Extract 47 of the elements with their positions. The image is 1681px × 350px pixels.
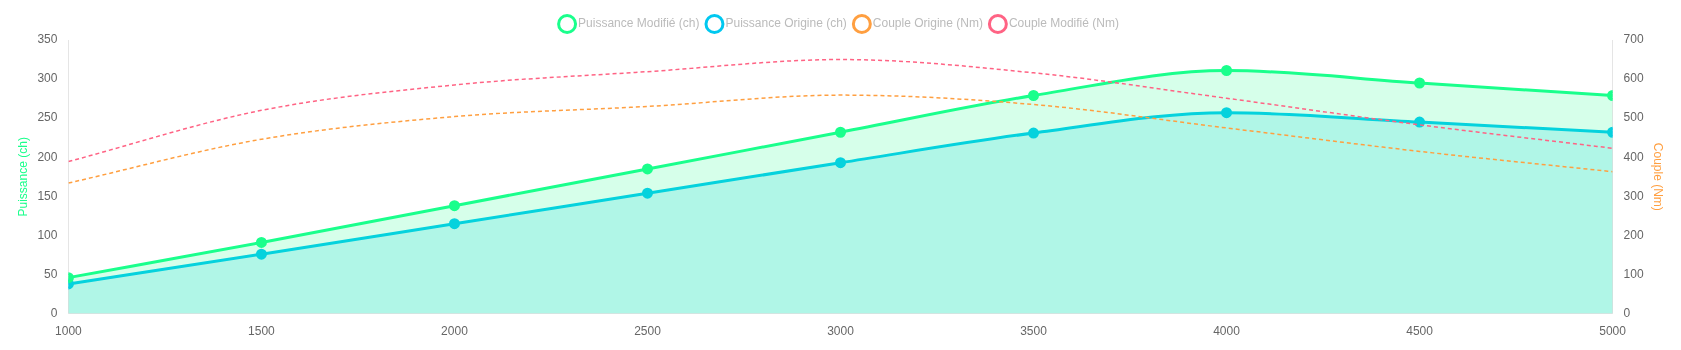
point <box>1414 77 1426 89</box>
y2-tick-label: 500 <box>1623 110 1644 125</box>
y-axis-title: Puissance (ch) <box>15 137 30 217</box>
legend-label: Couple Modifié (Nm) <box>1008 16 1119 31</box>
y-tick-label: 350 <box>37 32 58 47</box>
point <box>1221 107 1233 119</box>
point <box>835 126 846 138</box>
y-tick-label: 50 <box>44 266 58 281</box>
y-tick-label: 0 <box>50 305 58 320</box>
point <box>448 218 460 230</box>
line-series <box>68 58 1613 163</box>
y2-tick-label: 400 <box>1623 149 1644 164</box>
point <box>641 163 653 175</box>
point <box>641 187 653 199</box>
point <box>1414 116 1426 128</box>
line-series <box>68 94 1613 184</box>
point <box>255 236 267 248</box>
y2-tick-label: 600 <box>1623 71 1644 86</box>
point <box>448 200 460 212</box>
x-tick-label: 1000 <box>55 324 83 339</box>
y-tick-label: 300 <box>37 71 58 86</box>
x-tick-label: 2500 <box>634 324 662 339</box>
x-tick-label: 5000 <box>1599 324 1627 339</box>
x-tick-label: 4500 <box>1406 324 1434 339</box>
y2-tick-label: 300 <box>1623 188 1644 203</box>
y2-tick-label: 100 <box>1623 266 1644 281</box>
point <box>1028 90 1040 101</box>
legend-label: Puissance Origine (ch) <box>725 16 847 31</box>
point <box>1221 64 1233 76</box>
point <box>255 248 267 260</box>
y2-axis-title: Couple (Nm) <box>1651 142 1666 211</box>
y2-tick-label: 200 <box>1623 227 1644 242</box>
y-tick-label: 250 <box>37 110 58 125</box>
y2-tick-label: 0 <box>1623 305 1631 320</box>
x-tick-label: 4000 <box>1213 324 1241 339</box>
y-tick-label: 150 <box>37 188 58 203</box>
point <box>835 157 846 169</box>
legend-label: Couple Origine (Nm) <box>872 16 983 31</box>
x-tick-label: 3500 <box>1020 324 1048 339</box>
x-tick-label: 3000 <box>827 324 855 339</box>
y2-tick-label: 700 <box>1623 32 1644 47</box>
y-tick-label: 200 <box>37 149 58 164</box>
legend-label: Puissance Modifié (ch) <box>578 16 700 31</box>
x-tick-label: 1500 <box>248 324 276 339</box>
point <box>1028 127 1040 139</box>
y-tick-label: 100 <box>37 227 58 242</box>
x-tick-label: 2000 <box>441 324 469 339</box>
